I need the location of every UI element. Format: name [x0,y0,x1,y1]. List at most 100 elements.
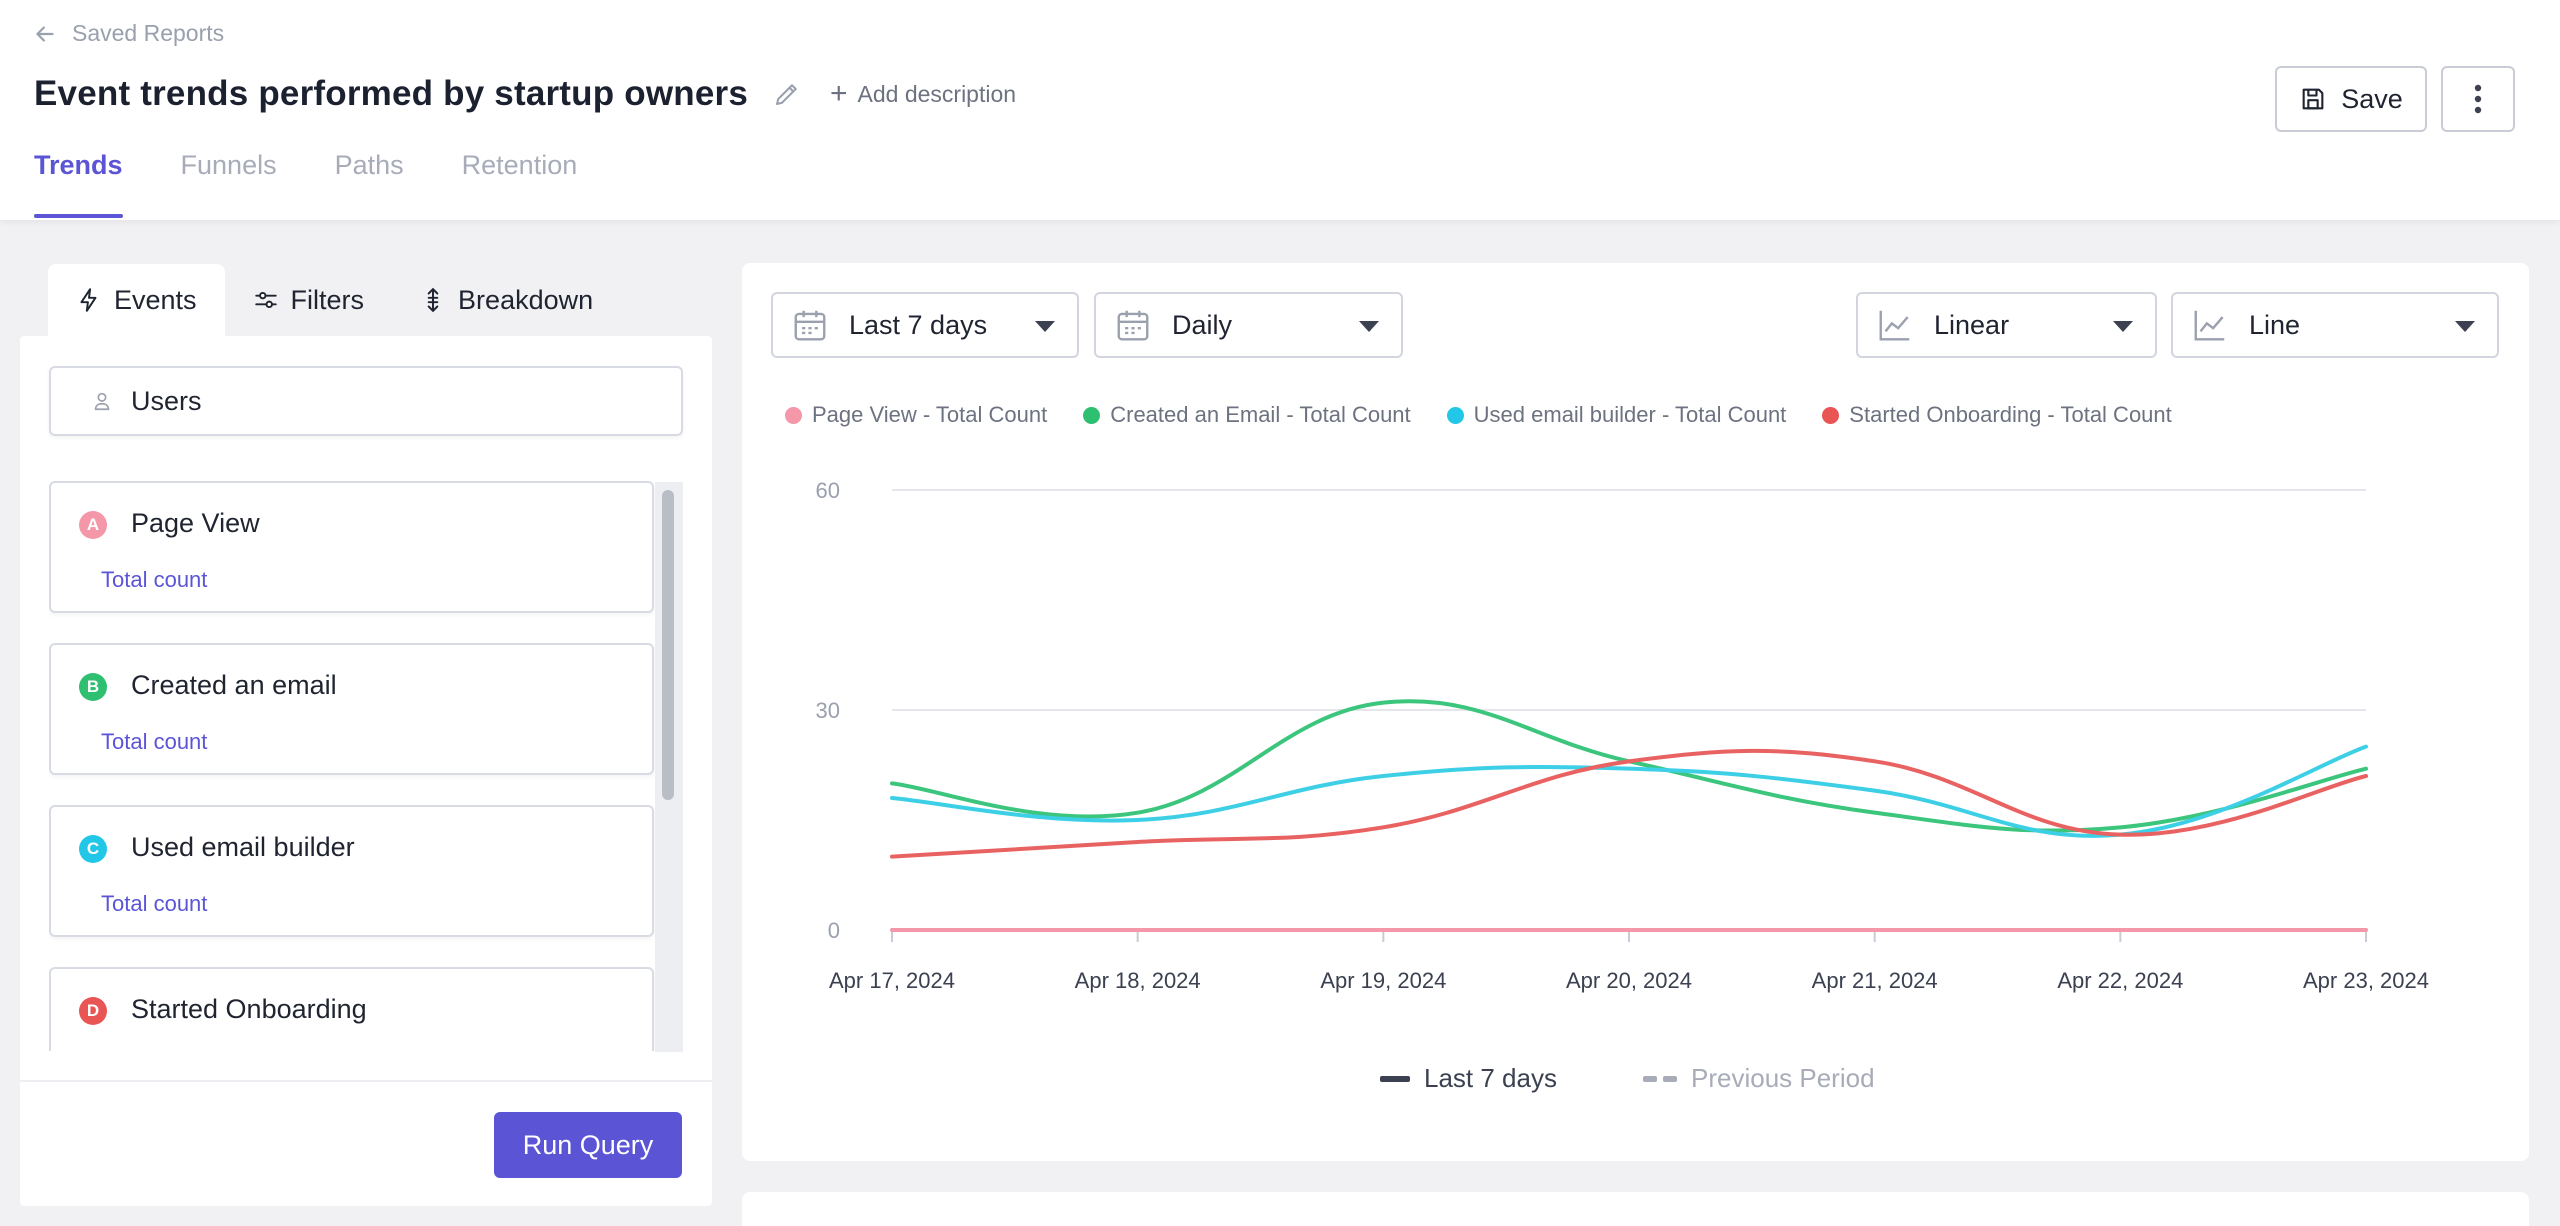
tab-retention[interactable]: Retention [461,150,578,180]
x-tick-label: Apr 21, 2024 [1812,968,1938,993]
x-tick-label: Apr 17, 2024 [829,968,955,993]
tab-filters[interactable]: Filters [225,264,393,336]
interval-value: Daily [1172,309,1233,340]
date-range-value: Last 7 days [849,309,988,340]
back-link[interactable]: Saved Reports [32,20,224,47]
query-builder-tabs: Events Filters Breakdown [48,264,621,336]
calendar-icon [1117,310,1149,341]
chevron-down-icon [2455,321,2475,332]
x-tick-label: Apr 23, 2024 [2303,968,2429,993]
chevron-down-icon [2113,321,2133,332]
back-link-label: Saved Reports [72,20,225,46]
event-name: Started Onboarding [131,994,367,1024]
breakdown-icon [427,287,439,313]
more-vertical-icon [2474,84,2482,114]
legend-label: Created an Email - Total Count [1110,402,1411,427]
add-description-label: Add description [857,80,1017,107]
legend-item[interactable]: Started Onboarding - Total Count [1822,402,2172,428]
y-tick-label: 30 [816,698,840,723]
x-tick-label: Apr 22, 2024 [2057,968,2183,993]
events-scrollbar-thumb[interactable] [662,490,674,800]
tab-filters-label: Filters [290,284,365,315]
users-label: Users [131,385,202,416]
tab-breakdown-label: Breakdown [458,284,594,315]
dashed-line-icon [1643,1075,1677,1082]
event-name: Page View [131,508,260,538]
chevron-down-icon [1359,321,1379,332]
panel-divider [20,1080,712,1082]
legend-item[interactable]: Created an Email - Total Count [1083,402,1411,428]
interval-dropdown[interactable]: Daily [1094,292,1403,358]
more-options-button[interactable] [2441,66,2515,132]
series-line [890,699,2368,833]
title-row: Event trends performed by startup owners… [34,74,1016,114]
x-tick-label: Apr 20, 2024 [1566,968,1692,993]
y-tick-label: 0 [828,918,840,943]
scale-dropdown[interactable]: Linear [1856,292,2157,358]
calendar-icon [794,310,826,341]
chevron-down-icon [1035,321,1055,332]
period-previous-label: Previous Period [1691,1063,1875,1093]
period-legend-previous[interactable]: Previous Period [1643,1063,1875,1094]
chart-panel [742,263,2529,1161]
report-tabs: Trends Funnels Paths Retention [34,150,577,218]
tab-paths[interactable]: Paths [334,150,404,180]
chart-type-dropdown[interactable]: Line [2171,292,2499,358]
arrow-left-icon [36,25,54,42]
event-badge: C [79,835,107,863]
event-badge: B [79,673,107,701]
legend-dot [1083,406,1101,424]
event-aggregation[interactable]: Total count [101,891,208,916]
floppy-disk-icon [2302,88,2324,110]
event-aggregation[interactable]: Total count [101,729,208,754]
add-description-button[interactable]: + Add description [830,79,1016,109]
scale-value: Linear [1934,309,2010,340]
tab-funnels[interactable]: Funnels [180,150,277,180]
legend-dot [1446,406,1464,424]
legend-item[interactable]: Page View - Total Count [785,402,1047,428]
users-selector[interactable]: Users [49,366,683,436]
x-tick-label: Apr 19, 2024 [1320,968,1446,993]
tab-events-label: Events [114,284,197,315]
event-card[interactable]: B Created an email Total count [49,643,654,775]
secondary-panel [742,1192,2529,1226]
tab-trends[interactable]: Trends [34,150,123,218]
x-tick-label: Apr 18, 2024 [1075,968,1201,993]
report-header: Saved Reports Event trends performed by … [0,0,2560,220]
line-chart-icon [2194,310,2225,341]
line-chart-icon [1879,310,1910,341]
date-range-dropdown[interactable]: Last 7 days [771,292,1079,358]
series-line [890,748,2368,859]
legend-label: Page View - Total Count [812,402,1048,427]
period-current-label: Last 7 days [1424,1063,1557,1093]
save-button-label: Save [2341,83,2403,114]
tab-events[interactable]: Events [48,264,225,336]
event-card[interactable]: D Started Onboarding [49,967,654,1051]
legend-label: Used email builder - Total Count [1473,402,1787,427]
legend-label: Started Onboarding - Total Count [1849,402,2172,427]
chart-type-value: Line [2249,309,2301,340]
event-card[interactable]: A Page View Total count [49,481,654,613]
chart-legend: Page View - Total Count Created an Email… [785,402,2172,428]
legend-item[interactable]: Used email builder - Total Count [1446,402,1787,428]
trend-line-chart: 0 30 60 Apr 17, 2024 Apr 18, 2024 Apr 19, 202… [816,478,2429,993]
event-name: Used email builder [131,832,355,862]
run-query-button[interactable]: Run Query [494,1112,682,1178]
tab-breakdown[interactable]: Breakdown [392,264,621,336]
events-list: A Page View Total count B Created an ema… [49,481,655,1051]
pencil-icon[interactable] [772,79,802,109]
y-tick-label: 60 [816,478,840,503]
event-name: Created an email [131,670,337,700]
sliders-icon [254,291,277,309]
event-badge: A [79,511,107,539]
legend-dot [785,406,802,424]
legend-dot [1822,406,1840,424]
event-aggregation[interactable]: Total count [101,567,208,592]
page-title: Event trends performed by startup owners [34,74,748,113]
event-card[interactable]: C Used email builder Total count [49,805,654,937]
event-badge: D [79,997,107,1025]
save-button[interactable]: Save [2275,66,2427,132]
period-legend-current[interactable]: Last 7 days [1380,1063,1557,1094]
bolt-icon [80,288,97,312]
user-icon [94,392,110,411]
